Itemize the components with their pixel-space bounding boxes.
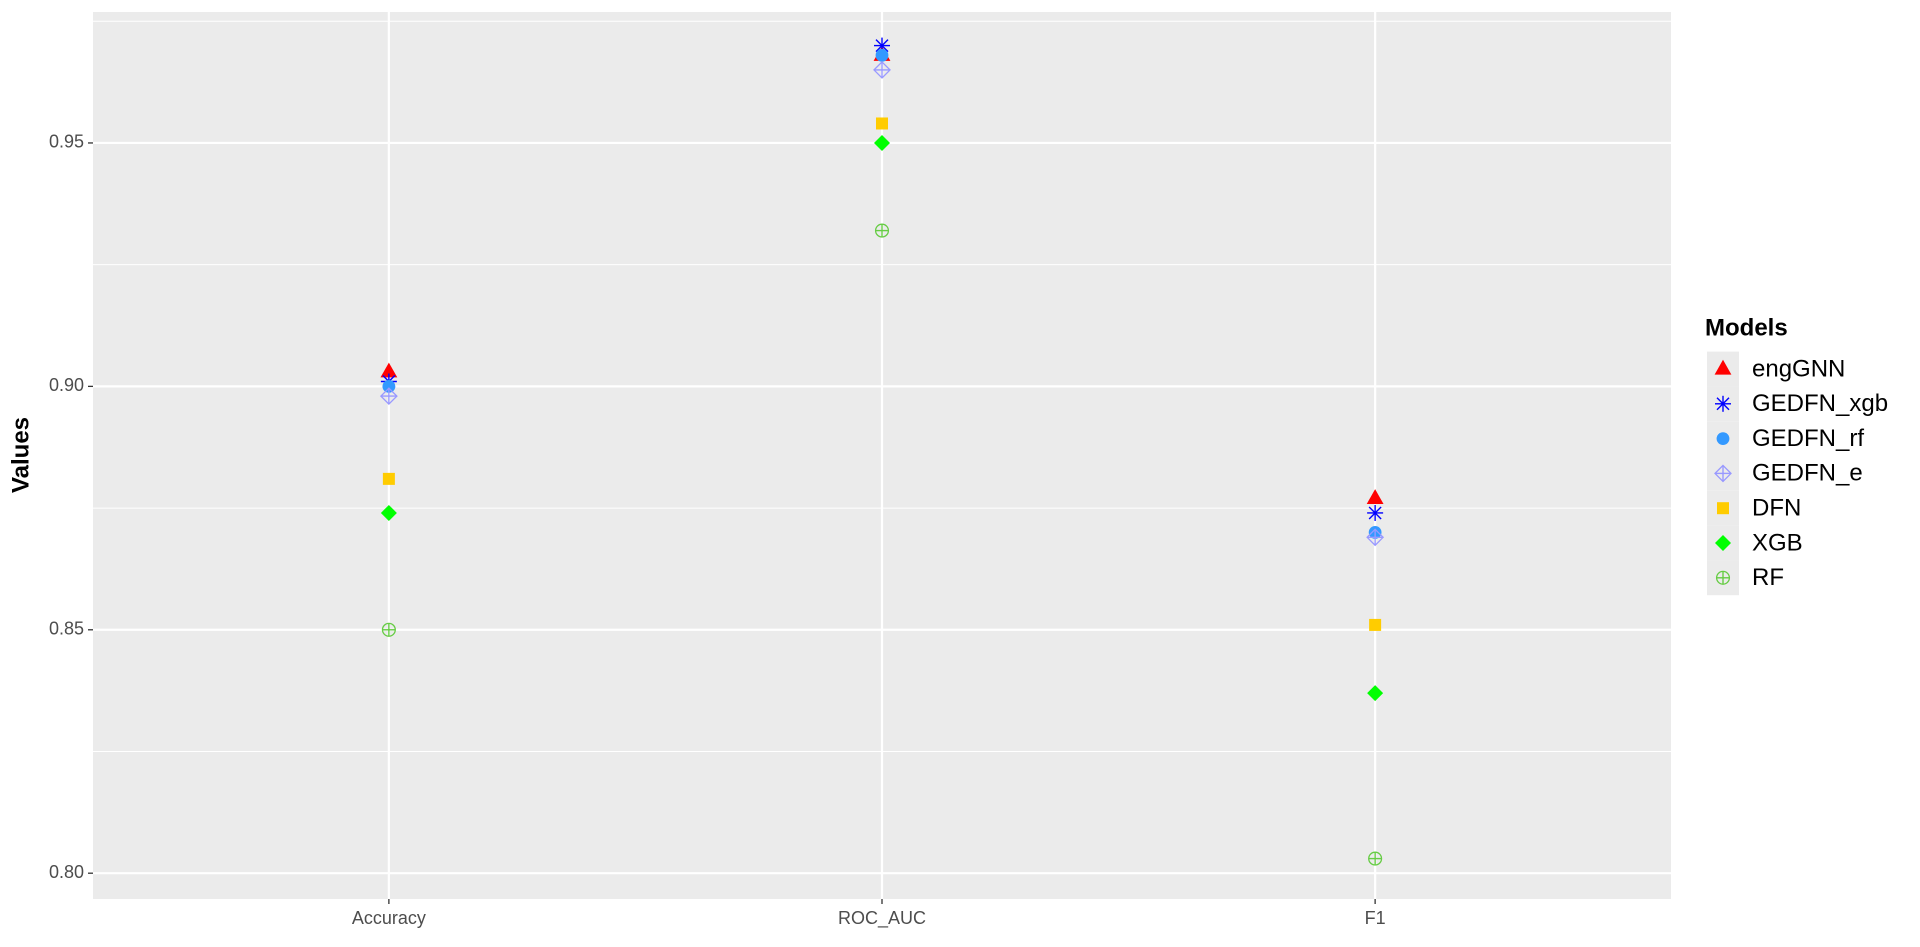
legend-label: RF [1752,564,1784,591]
point [1368,851,1383,866]
legend-symbol [1715,570,1731,585]
legend-symbol [1716,432,1730,445]
legend-label: engGNN [1752,355,1845,382]
point [1367,504,1384,521]
y-tick-label: 0.90 [49,375,84,395]
point-part [1369,618,1382,631]
y-tick-label: 0.85 [49,619,84,639]
legend-symbol [1715,535,1731,551]
legend-symbol [1715,395,1731,412]
point-part [876,117,888,130]
point-part [382,472,395,485]
legend-symbol-part [1716,397,1730,411]
point [1367,685,1384,702]
point [875,48,889,62]
legend-symbol [1717,502,1729,515]
legend-symbol [1714,464,1732,483]
point [1366,528,1385,547]
point [874,223,890,238]
legend-symbol-part [1716,432,1730,445]
point [380,362,398,378]
point [381,622,396,637]
y-axis-label: Values [7,417,34,493]
point-part [382,379,396,393]
legend-label: GEDFN_xgb [1752,390,1888,417]
point [874,134,890,151]
y-tick-label: 0.80 [49,862,84,882]
point-part [875,39,889,53]
legend-symbol-part [1717,502,1729,515]
legend-symbol-part [1714,359,1732,375]
x-tick-label: ROC_AUC [838,908,926,929]
point-part [875,48,889,62]
point-part [1367,685,1384,702]
point [380,504,397,521]
point-part [380,504,397,521]
point [876,117,888,130]
legend-label: GEDFN_rf [1752,425,1864,452]
legend-title: Models [1705,314,1788,341]
point-part [1368,506,1382,520]
legend-label: XGB [1752,529,1803,556]
point-part [380,362,398,378]
point [873,61,891,79]
point [379,387,398,406]
legend-symbol-part [1715,535,1731,551]
point [382,472,395,485]
point-part [874,134,890,151]
legend-label: DFN [1752,495,1801,522]
legend-symbol [1714,359,1732,375]
x-tick-label: Accuracy [352,908,426,928]
legend-label: GEDFN_e [1752,460,1863,487]
x-tick-label: F1 [1365,908,1386,928]
point [1369,618,1382,631]
y-tick-label: 0.95 [49,132,84,152]
point [382,379,396,393]
point [1366,489,1384,504]
point-part [1366,489,1384,504]
